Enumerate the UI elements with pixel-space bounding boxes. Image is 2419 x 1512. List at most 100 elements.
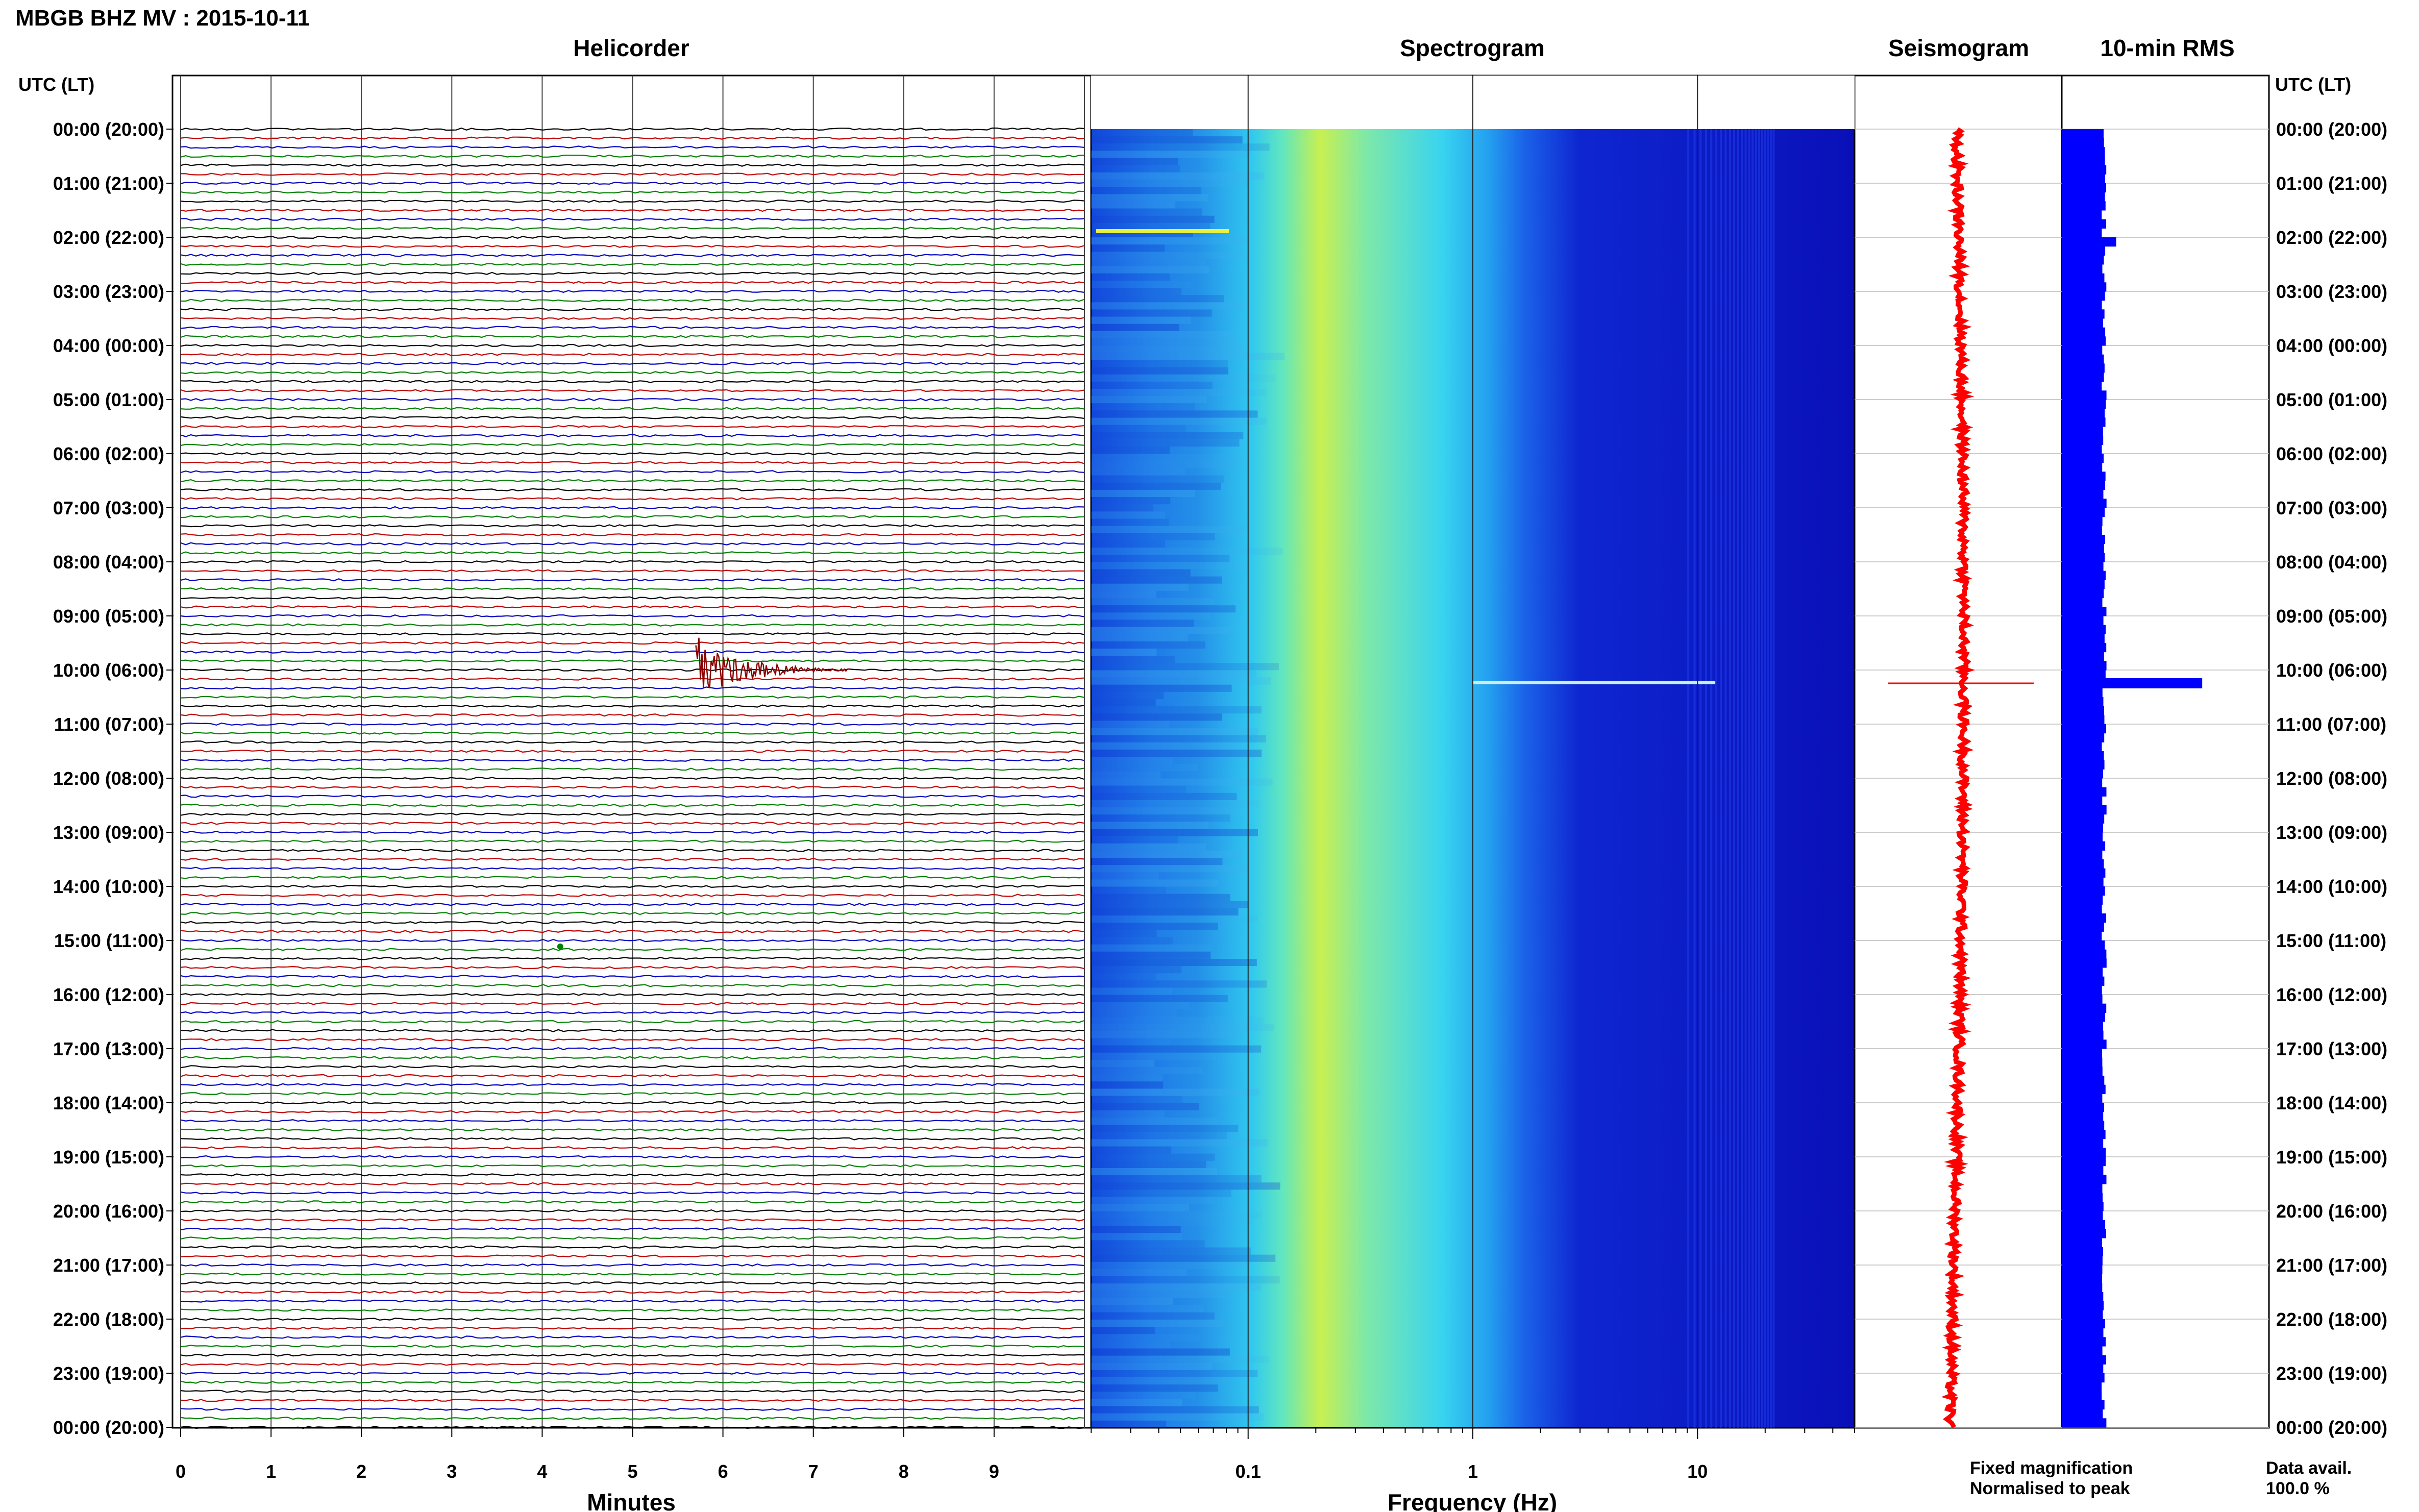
helicorder-trace — [180, 659, 1084, 663]
helicorder-trace — [180, 506, 1084, 510]
helicorder-trace — [180, 343, 1084, 348]
helicorder-trace — [180, 1002, 1084, 1005]
spectrogram-row — [1091, 980, 1267, 988]
helicorder-trace — [180, 1164, 1084, 1168]
spectrogram-row — [1091, 511, 1166, 519]
time-label-left: 19:00 (15:00) — [53, 1147, 164, 1168]
spectrogram-row — [1091, 1392, 1195, 1399]
spectrogram-row — [1091, 742, 1246, 750]
helicorder-trace — [180, 1101, 1084, 1105]
helicorder-trace — [180, 1182, 1084, 1186]
spectrogram-row — [1091, 1276, 1280, 1284]
rms-bars — [2062, 129, 2203, 1428]
spectrogram-row — [1091, 215, 1215, 223]
spectrogram-row — [1091, 583, 1189, 591]
spectrogram-row — [1091, 1045, 1262, 1053]
rms-bar — [2062, 472, 2106, 481]
spectrogram-row — [1091, 1017, 1265, 1024]
spectrogram-row — [1091, 1146, 1172, 1154]
rms-bar — [2062, 363, 2105, 373]
spectrogram-row — [1091, 302, 1245, 310]
spectrogram-row — [1091, 1261, 1251, 1269]
rms-bar — [2062, 949, 2107, 959]
helicorder-trace — [180, 1371, 1084, 1375]
spectrogram-row — [1091, 721, 1169, 728]
rms-bar — [2062, 706, 2104, 715]
spectrogram-row — [1091, 1233, 1182, 1241]
spectrogram-line — [1715, 129, 1718, 1428]
rms-bar — [2062, 1211, 2103, 1221]
rms-bar — [2062, 1184, 2103, 1194]
spectrogram-bands — [1091, 76, 1855, 1428]
spectrogram-row — [1091, 1341, 1171, 1349]
spectrogram-row — [1091, 951, 1211, 959]
time-label-right: 19:00 (15:00) — [2276, 1147, 2387, 1168]
rms-bar — [2062, 562, 2104, 572]
rms-bar — [2062, 1166, 2104, 1175]
helicorder-trace — [180, 1209, 1084, 1213]
spectrogram-row — [1091, 1348, 1230, 1356]
spectrogram-row — [1091, 1319, 1223, 1327]
helicorder-trace — [180, 1236, 1084, 1240]
helicorder-trace — [180, 560, 1084, 564]
rms-bar — [2062, 1382, 2102, 1392]
spectrogram-row — [1091, 663, 1279, 671]
helicorder-trace — [180, 262, 1084, 266]
rms-bar — [2062, 201, 2106, 211]
rms-bar — [2062, 237, 2116, 247]
helicorder-trace — [180, 1299, 1084, 1303]
helicorder-trace — [180, 704, 1084, 708]
spectrogram-row — [1091, 396, 1207, 404]
helicorder-trace — [180, 876, 1084, 879]
time-label-right: 04:00 (00:00) — [2276, 335, 2387, 356]
spectrogram-lowfreq-streak — [1096, 229, 1229, 233]
rms-bar — [2062, 1121, 2105, 1130]
rms-bar — [2062, 796, 2103, 806]
spectrogram-row — [1091, 829, 1258, 836]
rms-bar — [2062, 616, 2104, 626]
rms-bar — [2062, 435, 2104, 445]
rms-bar — [2062, 499, 2107, 508]
rms-bar — [2062, 1148, 2106, 1157]
helicorder-trace — [180, 803, 1084, 807]
helicorder-trace — [180, 461, 1084, 464]
spectrogram-row — [1091, 389, 1267, 396]
helicorder-trace — [180, 1191, 1084, 1195]
spectrogram-row — [1091, 915, 1258, 923]
time-label-left: 09:00 (05:00) — [53, 606, 164, 627]
spectrogram-row — [1091, 417, 1267, 425]
minute-tick-label: 5 — [627, 1461, 637, 1482]
spectrogram-row — [1091, 908, 1239, 916]
helicorder-trace — [180, 965, 1084, 970]
helicorder-trace — [180, 884, 1084, 888]
rms-bar — [2062, 778, 2103, 788]
spectrogram-row — [1091, 1226, 1181, 1233]
x-axis-ticks: 0 1 2 3 4 5 6 7 8 9 0.1 1 10 — [176, 1428, 1855, 1482]
time-label-right: 16:00 (12:00) — [2276, 984, 2387, 1005]
minute-tick-label: 3 — [447, 1461, 457, 1482]
helicorder-trace — [180, 1425, 1084, 1429]
rms-bar — [2062, 1328, 2104, 1337]
time-label-right: 15:00 (11:00) — [2276, 930, 2386, 951]
rms-bar — [2062, 715, 2105, 725]
rms-bar — [2062, 390, 2107, 400]
rms-bar — [2062, 1202, 2104, 1211]
helicorder-trace — [180, 524, 1084, 528]
rms-bar — [2062, 543, 2104, 553]
rms-bar — [2062, 995, 2103, 1004]
rms-bar — [2062, 1400, 2105, 1410]
helicorder-trace — [180, 1038, 1084, 1042]
spectrogram-line — [1720, 129, 1722, 1428]
rms-bar — [2062, 309, 2105, 319]
helicorder-trace — [180, 1137, 1084, 1141]
helicorder-trace — [180, 1390, 1084, 1393]
rms-bar — [2062, 1265, 2103, 1275]
spectrogram-row — [1091, 1291, 1229, 1298]
helicorder-trace — [180, 1029, 1084, 1032]
rms-bar — [2062, 589, 2104, 599]
time-label-right: 02:00 (22:00) — [2276, 227, 2387, 248]
spectrogram-row — [1091, 425, 1187, 432]
rms-bar — [2062, 580, 2105, 589]
spectrogram-row — [1091, 439, 1240, 447]
